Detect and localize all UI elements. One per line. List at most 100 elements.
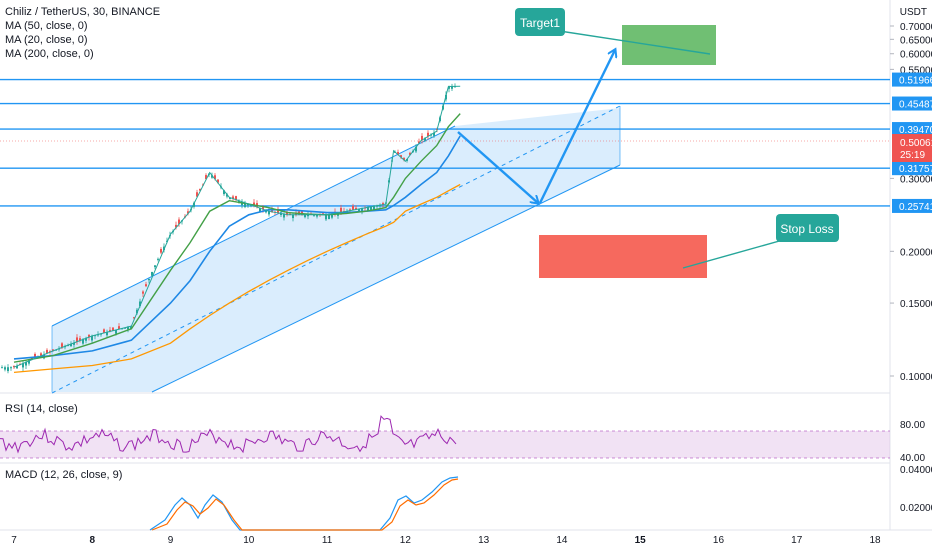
candle-body — [361, 208, 363, 213]
candle-body — [421, 135, 423, 141]
candle-body — [16, 365, 18, 369]
time-tick-label: 10 — [243, 535, 255, 546]
candle-body — [280, 213, 282, 216]
ma50-line — [13, 135, 461, 360]
candle-body — [61, 343, 63, 348]
candle-body — [358, 208, 360, 212]
candle-body — [145, 284, 147, 287]
time-tick-label: 7 — [11, 535, 17, 546]
candle-body — [370, 206, 372, 211]
candle-body — [229, 197, 231, 200]
candle-body — [91, 335, 93, 341]
candle-body — [130, 326, 132, 330]
candle-body — [355, 207, 357, 210]
candle-body — [10, 367, 12, 369]
candle-body — [136, 309, 138, 314]
candle-body — [352, 206, 354, 211]
candle-body — [70, 343, 72, 347]
candle-body — [157, 258, 159, 260]
candle-body — [325, 214, 327, 220]
candle-body — [34, 353, 36, 359]
candle-body — [427, 132, 429, 137]
time-tick-label: 16 — [713, 535, 725, 546]
candle-body — [223, 190, 225, 195]
time-tick-label: 15 — [635, 535, 647, 546]
candle-body — [160, 249, 162, 253]
target-callout[interactable]: Target1 — [515, 8, 711, 55]
rsi-line — [0, 415, 457, 454]
candle-body — [397, 152, 399, 155]
current-price-value: 0.50061 — [900, 138, 932, 149]
rsi-tick-80: 80.00 — [900, 420, 925, 431]
channel-upper[interactable] — [51, 125, 456, 327]
target-zone[interactable] — [622, 25, 716, 65]
indicator-label: MA (50, close, 0) — [5, 20, 88, 32]
current-price-badge: 0.50061 25:19 — [892, 134, 932, 162]
candle-body — [424, 138, 426, 141]
candle-body — [376, 205, 378, 207]
candle-body — [52, 349, 54, 351]
candle-body — [142, 291, 144, 294]
stop-callout-pointer — [682, 237, 791, 269]
candle-body — [205, 175, 207, 180]
candle-body — [292, 214, 294, 219]
level-lines — [0, 78, 890, 207]
candle-body — [214, 175, 216, 179]
candle-body — [79, 338, 81, 341]
candle-body — [76, 337, 78, 342]
stop-loss-callout[interactable]: Stop Loss — [682, 214, 839, 269]
macd-title: MACD (12, 26, close, 9) — [5, 469, 122, 481]
projection-arrow-down[interactable] — [457, 131, 538, 203]
candle-body — [283, 214, 285, 218]
candle-body — [22, 363, 24, 368]
candle-body — [151, 271, 153, 276]
indicator-label: MA (20, close, 0) — [5, 34, 88, 46]
candle-body — [262, 207, 264, 210]
projection-arrow-up[interactable] — [538, 50, 615, 204]
candle-body — [88, 334, 90, 338]
candle-body — [244, 202, 246, 208]
candle-body — [265, 210, 267, 213]
channel-fill — [52, 108, 620, 392]
candle-body — [4, 367, 6, 370]
time-axis-ticks: 7 8 9 10 11 12 13 14 15 16 17 18 — [11, 535, 881, 546]
candle-body — [13, 365, 15, 368]
indicator-legend: MA (50, close, 0) MA (20, close, 0) MA (20… — [5, 20, 94, 60]
stop-loss-zone[interactable] — [539, 235, 707, 278]
candle-body — [307, 214, 309, 217]
candle-body — [304, 214, 306, 218]
candle-body — [25, 362, 27, 366]
candle-body — [196, 192, 198, 197]
candle-body — [316, 214, 318, 217]
time-tick-label: 14 — [556, 535, 568, 546]
candle-body — [400, 155, 402, 158]
level-badge-bg — [892, 72, 932, 87]
rsi-title: RSI (14, close) — [5, 403, 78, 415]
candle-body — [367, 207, 369, 212]
level-badge-bg — [892, 198, 932, 213]
channel-lower[interactable] — [151, 164, 621, 393]
candle-body — [46, 349, 48, 354]
candle-body — [349, 209, 351, 211]
countdown-timer: 25:19 — [900, 150, 925, 161]
candle-body — [451, 86, 453, 89]
candle-body — [85, 338, 87, 341]
time-tick-label: 13 — [478, 535, 490, 546]
current-price-badge-bg — [892, 134, 932, 162]
candle-body — [448, 86, 450, 89]
candle-body — [373, 206, 375, 210]
symbol-title: Chiliz / TetherUS, 30, BINANCE — [5, 6, 160, 18]
candle-body — [28, 360, 30, 364]
macd-tick-002: 0.02000 — [900, 503, 932, 514]
candle-body — [286, 212, 288, 215]
time-tick-label: 8 — [89, 535, 95, 546]
